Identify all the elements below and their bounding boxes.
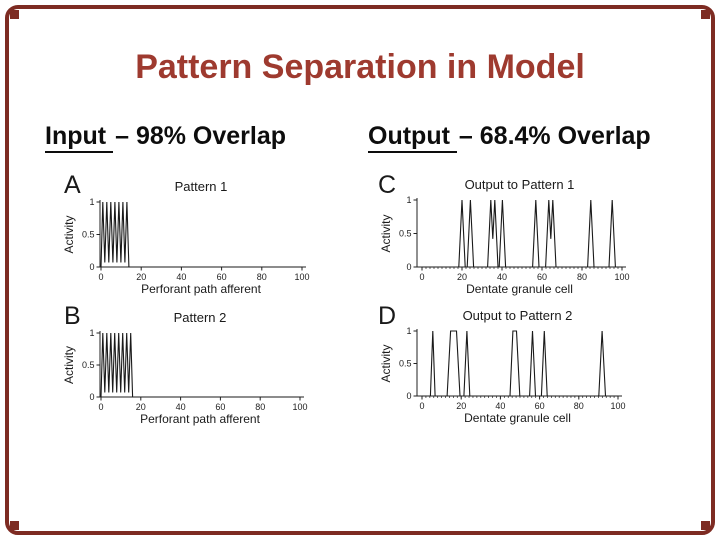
y-tick-label: 0 xyxy=(89,392,94,402)
panel-letter-c: C xyxy=(378,171,397,199)
pattern-2-plot: 0 0.5 1 0 20 40 60 80 100 Pattern 2 Perforant path… xyxy=(62,310,308,426)
panel-letter-d: D xyxy=(378,302,397,330)
x-tick-label: 80 xyxy=(255,402,265,412)
x-tick-label: 100 xyxy=(610,401,625,411)
x-tick-label: 20 xyxy=(457,272,467,282)
y-axis-label: Activity xyxy=(62,215,76,253)
x-tick-label: 80 xyxy=(257,272,267,282)
activity-trace xyxy=(422,330,618,397)
x-tick-label: 20 xyxy=(456,401,466,411)
activity-trace xyxy=(422,199,622,268)
pattern-1-plot: 0 0.5 1 0 20 40 60 80 100 Pattern 1 Perforant path… xyxy=(62,179,310,296)
y-tick-label: 0.5 xyxy=(82,230,95,240)
activity-trace xyxy=(100,332,300,398)
x-tick-label: 0 xyxy=(98,402,103,412)
x-axis-label: Dentate granule cell xyxy=(464,411,571,425)
y-tick-label: 0.5 xyxy=(399,229,412,239)
slide-title: Pattern Separation in Model xyxy=(135,48,585,86)
chart-title: Output to Pattern 1 xyxy=(465,177,575,192)
x-tick-label: 40 xyxy=(495,401,505,411)
y-tick-label: 1 xyxy=(406,195,411,205)
x-tick-label: 0 xyxy=(419,272,424,282)
border-corner-square xyxy=(10,521,19,530)
x-tick-label: 60 xyxy=(535,401,545,411)
chart-pattern-2: B 0 0.5 1 0 20 40 60 80 100 Pattern 2 Perforant pa… xyxy=(58,303,320,433)
x-axis-label: Dentate granule cell xyxy=(466,282,573,296)
activity-trace xyxy=(100,201,302,268)
x-tick-label: 100 xyxy=(294,272,309,282)
input-overlap-value: – 98% Overlap xyxy=(115,122,287,150)
x-tick-label: 40 xyxy=(176,402,186,412)
x-tick-label: 60 xyxy=(537,272,547,282)
x-axis-label: Perforant path afferent xyxy=(141,282,262,296)
y-axis-label: Activity xyxy=(379,344,393,382)
output-overlap-label: Output – 68.4% Overlap xyxy=(368,122,651,153)
x-tick-label: 100 xyxy=(614,272,629,282)
border-corner-square xyxy=(701,10,710,19)
y-axis-label: Activity xyxy=(62,346,76,384)
input-word: Input xyxy=(45,122,114,153)
border-corner-square xyxy=(10,10,19,19)
x-tick-label: 80 xyxy=(574,401,584,411)
input-overlap-label: Input – 98% Overlap xyxy=(45,122,286,153)
y-tick-label: 1 xyxy=(89,197,94,207)
output-word: Output xyxy=(368,122,457,153)
y-tick-label: 0.5 xyxy=(82,360,95,370)
y-tick-label: 0 xyxy=(406,391,411,401)
x-tick-label: 60 xyxy=(217,272,227,282)
x-tick-label: 40 xyxy=(497,272,507,282)
y-tick-label: 0 xyxy=(406,262,411,272)
panel-letter-b: B xyxy=(64,302,81,330)
chart-title: Pattern 2 xyxy=(174,310,227,325)
chart-pattern-1: A 0 0.5 1 0 20 40 60 80 100 Pattern 1 Perforant pa… xyxy=(58,172,320,300)
x-tick-label: 0 xyxy=(98,272,103,282)
y-tick-label: 0 xyxy=(89,262,94,272)
x-tick-label: 80 xyxy=(577,272,587,282)
output-pattern-2-plot: 0 0.5 1 0 20 40 60 80 100 Output to Pattern 2 Dent… xyxy=(379,308,626,425)
border-corner-square xyxy=(701,521,710,530)
chart-output-pattern-2: D 0 0.5 1 0 20 40 60 80 100 Output to Pattern 2 De… xyxy=(372,303,664,433)
y-tick-label: 0.5 xyxy=(399,359,412,369)
x-tick-label: 20 xyxy=(136,402,146,412)
x-tick-label: 0 xyxy=(419,401,424,411)
x-tick-label: 100 xyxy=(292,402,307,412)
output-pattern-1-plot: 0 0.5 1 0 20 40 60 80 100 Output to Pattern 1 Dent… xyxy=(379,177,630,296)
chart-title: Output to Pattern 2 xyxy=(463,308,573,323)
x-tick-label: 60 xyxy=(215,402,225,412)
output-overlap-value: – 68.4% Overlap xyxy=(458,122,651,150)
x-tick-label: 20 xyxy=(136,272,146,282)
chart-output-pattern-1: C 0 0.5 1 0 20 40 60 80 100 Output to Pattern 1 De… xyxy=(372,172,664,300)
x-tick-label: 40 xyxy=(176,272,186,282)
y-axis-label: Activity xyxy=(379,214,393,252)
panel-letter-a: A xyxy=(64,171,81,199)
x-axis-label: Perforant path afferent xyxy=(140,412,261,426)
chart-title: Pattern 1 xyxy=(175,179,228,194)
y-tick-label: 1 xyxy=(406,326,411,336)
y-tick-label: 1 xyxy=(89,328,94,338)
